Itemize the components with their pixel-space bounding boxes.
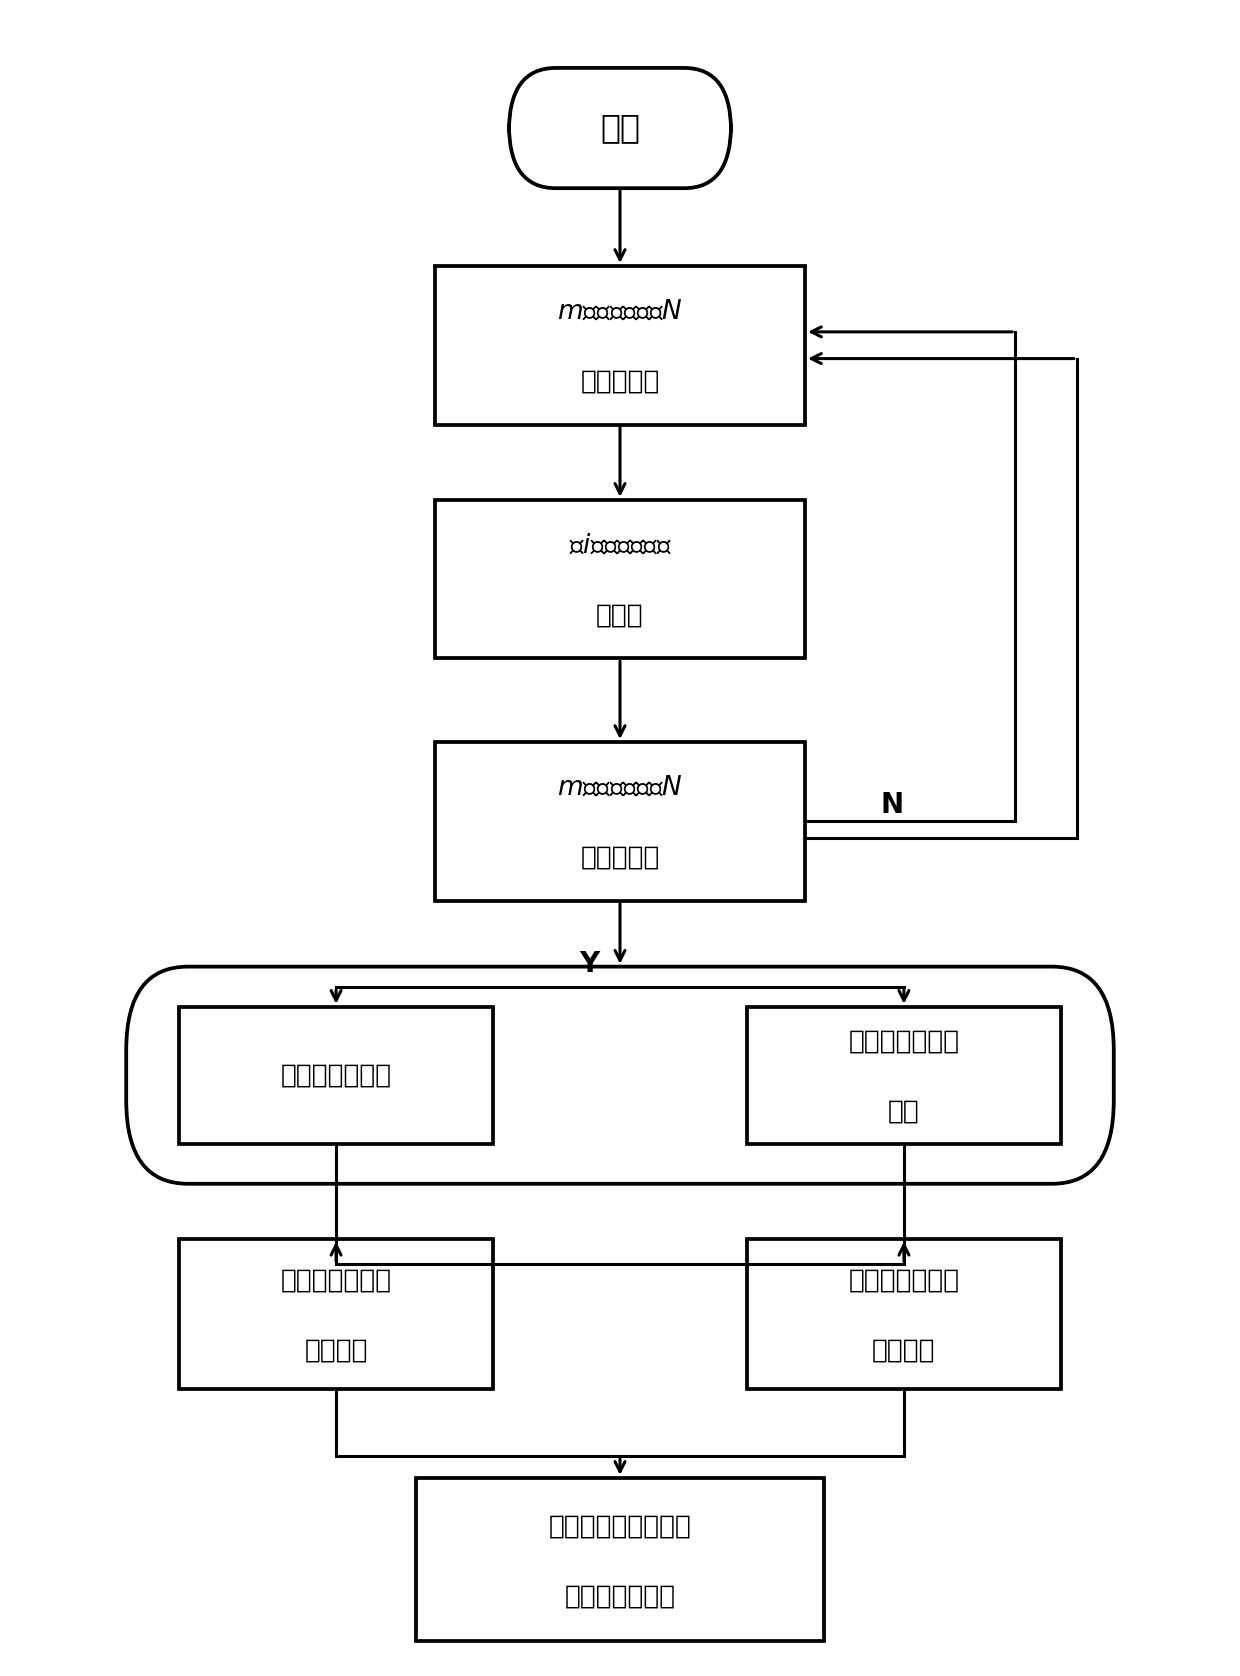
Bar <box>179 1239 494 1389</box>
Bar <box>435 499 805 659</box>
Text: 开始: 开始 <box>600 112 640 144</box>
Text: 种排档方式: 种排档方式 <box>580 845 660 872</box>
Text: $m$艘待闸船舶的$N$: $m$艘待闸船舶的$N$ <box>557 774 683 801</box>
Text: 分析: 分析 <box>888 1099 920 1125</box>
Text: 数分析: 数分析 <box>596 603 644 628</box>
Bar <box>417 1478 823 1641</box>
Text: 优调度排档方案: 优调度排档方案 <box>564 1584 676 1609</box>
Bar <box>179 1007 494 1143</box>
Text: 目标函数: 目标函数 <box>872 1337 936 1364</box>
Text: $m$艘待闸船舶的$N$: $m$艘待闸船舶的$N$ <box>557 298 683 325</box>
Bar <box>435 266 805 424</box>
Text: 船舶优先级最大: 船舶优先级最大 <box>848 1267 960 1294</box>
Text: Y: Y <box>579 950 599 979</box>
Bar <box>435 742 805 900</box>
FancyBboxPatch shape <box>126 967 1114 1183</box>
Text: 第$i$闸次的约束函: 第$i$闸次的约束函 <box>569 533 671 558</box>
Text: 目标函数: 目标函数 <box>304 1337 368 1364</box>
Bar <box>746 1239 1061 1389</box>
Text: 船舶过闸优先级: 船舶过闸优先级 <box>848 1029 960 1054</box>
Text: 闸室利用率最大: 闸室利用率最大 <box>280 1267 392 1294</box>
FancyBboxPatch shape <box>508 69 732 188</box>
Text: 输出预排档模型的最: 输出预排档模型的最 <box>548 1513 692 1539</box>
Text: 种排档方式: 种排档方式 <box>580 369 660 396</box>
Bar <box>746 1007 1061 1143</box>
Text: N: N <box>880 791 903 818</box>
Text: 闸室利用率计算: 闸室利用率计算 <box>280 1063 392 1088</box>
